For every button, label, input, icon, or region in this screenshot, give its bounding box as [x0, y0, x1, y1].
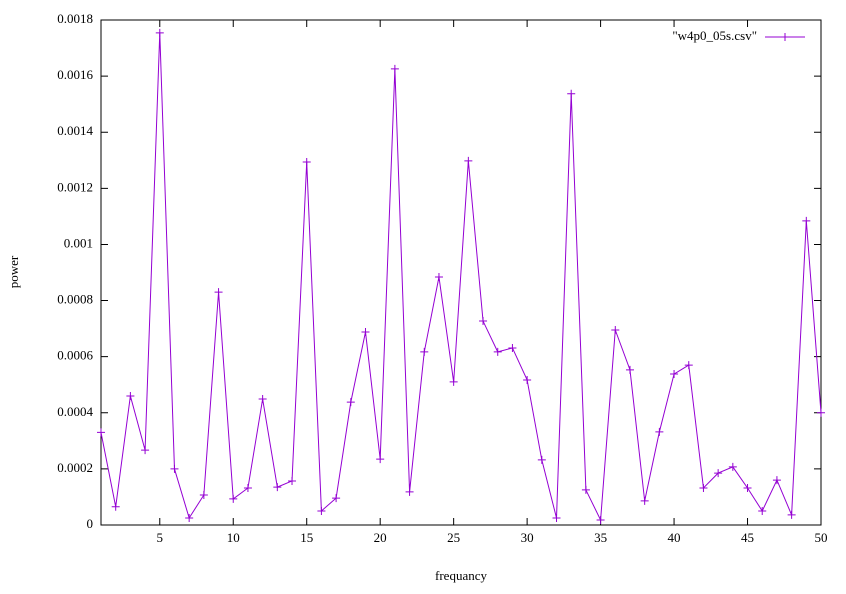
- y-tick-label: 0.0018: [57, 11, 93, 26]
- y-tick-label: 0.0014: [57, 123, 93, 138]
- point: [243, 483, 252, 492]
- point: [508, 343, 517, 352]
- x-tick-label: 25: [447, 530, 460, 545]
- point: [714, 469, 723, 478]
- point: [288, 476, 297, 485]
- point: [273, 483, 282, 492]
- line: [100, 32, 822, 522]
- point: [420, 347, 429, 356]
- point: [802, 216, 811, 225]
- point: [346, 398, 355, 407]
- y-tick-label: 0.0012: [57, 179, 93, 194]
- point: [581, 485, 590, 494]
- x-tick-label: 45: [741, 530, 754, 545]
- point: [126, 391, 135, 400]
- point: [376, 455, 385, 464]
- y-tick-label: 0.0016: [57, 67, 93, 82]
- point: [758, 506, 767, 515]
- y-tick-label: 0.0002: [57, 460, 93, 475]
- x-tick-label: 10: [227, 530, 240, 545]
- point: [170, 464, 179, 473]
- point: [611, 326, 620, 335]
- point: [640, 496, 649, 505]
- y-tick-label: 0.0008: [57, 292, 93, 307]
- point: [655, 427, 664, 436]
- point: [258, 395, 267, 404]
- point: [449, 377, 458, 386]
- y-axis-label: power: [6, 255, 21, 288]
- point: [111, 502, 120, 511]
- y-tick-label: 0.0006: [57, 348, 93, 363]
- point: [332, 494, 341, 503]
- point: [552, 513, 561, 522]
- point: [199, 490, 208, 499]
- x-tick-label: 35: [594, 530, 607, 545]
- point: [141, 446, 150, 455]
- point: [817, 408, 825, 417]
- legend-label: "w4p0_05s.csv": [672, 28, 757, 43]
- point: [229, 494, 238, 503]
- x-tick-label: 15: [300, 530, 313, 545]
- point: [464, 156, 473, 165]
- point: [728, 462, 737, 471]
- point: [155, 28, 164, 37]
- y-tick-label: 0.001: [64, 235, 93, 250]
- point: [302, 157, 311, 166]
- point: [699, 483, 708, 492]
- legend-swatch: [765, 33, 805, 41]
- point: [567, 89, 576, 98]
- point: [787, 510, 796, 519]
- x-tick-label: 20: [374, 530, 387, 545]
- point: [317, 506, 326, 515]
- x-axis-label: frequancy: [435, 568, 487, 583]
- plot-border: [100, 19, 822, 526]
- x-tick-label: 40: [668, 530, 681, 545]
- point: [390, 64, 399, 73]
- point: [670, 370, 679, 379]
- point: [434, 272, 443, 281]
- point: [684, 361, 693, 370]
- point: [772, 476, 781, 485]
- x-tick-label: 5: [157, 530, 164, 545]
- point: [405, 487, 414, 496]
- point: [743, 483, 752, 492]
- x-tick-label: 30: [521, 530, 534, 545]
- point: [596, 515, 605, 524]
- y-tick-label: 0.0004: [57, 404, 93, 419]
- x-tick-label: 50: [815, 530, 828, 545]
- point: [523, 375, 532, 384]
- y-tick-label: 0: [87, 516, 94, 531]
- point: [185, 513, 194, 522]
- point: [97, 428, 105, 437]
- point: [479, 317, 488, 326]
- point: [537, 455, 546, 464]
- point: [361, 327, 370, 336]
- point: [214, 288, 223, 297]
- point: [625, 365, 634, 374]
- point: [493, 347, 502, 356]
